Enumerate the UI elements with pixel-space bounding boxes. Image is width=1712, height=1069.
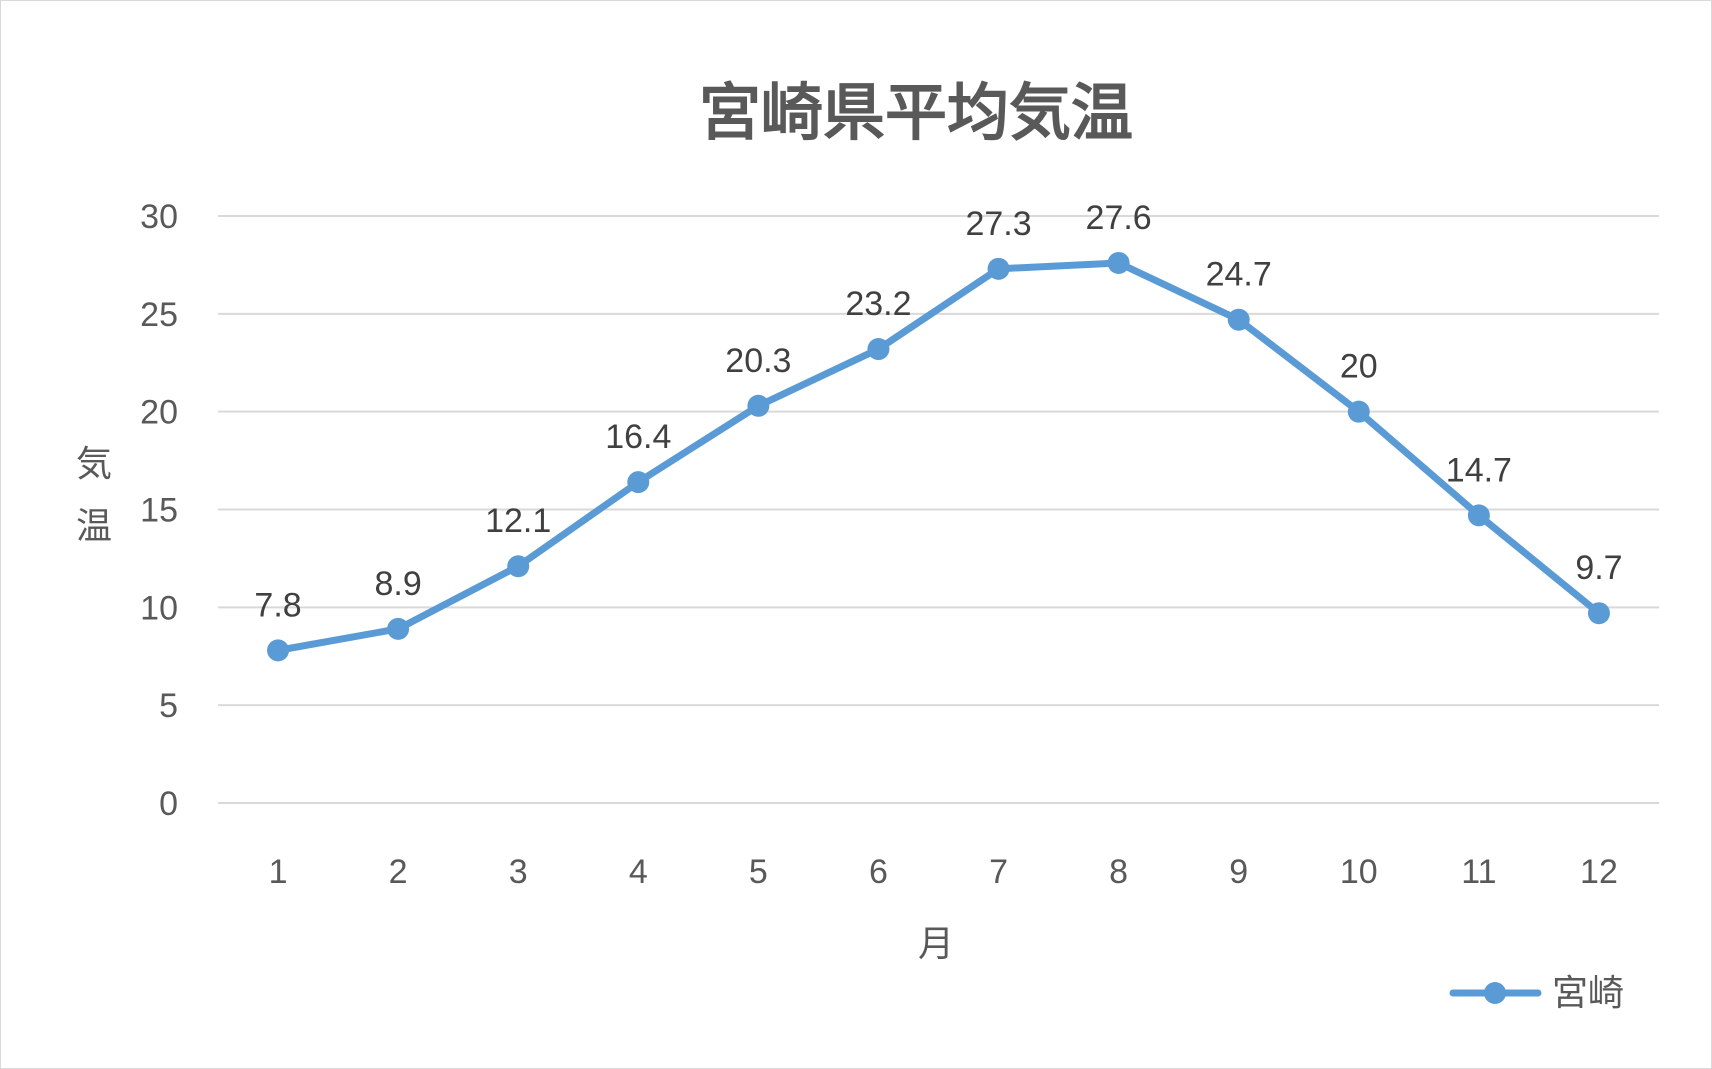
data-point[interactable] bbox=[987, 257, 1010, 280]
data-point[interactable] bbox=[1227, 308, 1250, 331]
y-tick-label: 0 bbox=[159, 785, 178, 823]
y-tick-label: 15 bbox=[140, 492, 178, 530]
y-axis-title-char: 温 bbox=[76, 506, 112, 547]
x-tick-label: 11 bbox=[1461, 853, 1496, 891]
legend-dot-marker bbox=[1484, 982, 1506, 1004]
data-label: 16.4 bbox=[605, 418, 671, 456]
data-label: 27.3 bbox=[965, 205, 1031, 243]
x-tick-label: 7 bbox=[989, 853, 1008, 891]
y-tick-label: 5 bbox=[159, 687, 178, 725]
data-point[interactable] bbox=[1107, 251, 1130, 274]
x-tick-labels: 1 2 3 4 5 6 7 8 9 10 11 12 bbox=[269, 853, 1618, 891]
data-point[interactable] bbox=[507, 555, 530, 578]
data-point[interactable] bbox=[867, 338, 890, 361]
data-label: 12.1 bbox=[485, 502, 551, 540]
data-label: 9.7 bbox=[1575, 549, 1622, 587]
data-point[interactable] bbox=[1587, 602, 1610, 625]
data-labels: 7.8 8.9 12.1 16.4 20.3 23.2 27.3 27.6 24.7 20 14.7… bbox=[254, 199, 1622, 624]
x-tick-label: 1 bbox=[269, 853, 288, 891]
y-tick-label: 30 bbox=[140, 198, 178, 236]
data-label: 14.7 bbox=[1446, 451, 1512, 489]
y-tick-labels: 0 5 10 15 20 25 30 bbox=[140, 198, 178, 823]
x-tick-label: 8 bbox=[1109, 853, 1128, 891]
data-label: 23.2 bbox=[845, 285, 911, 323]
y-tick-label: 25 bbox=[140, 296, 178, 334]
x-tick-label: 3 bbox=[509, 853, 528, 891]
y-axis-title: 気温 bbox=[76, 444, 112, 547]
series-layer bbox=[267, 251, 1610, 662]
x-tick-label: 10 bbox=[1340, 853, 1378, 891]
x-tick-label: 4 bbox=[629, 853, 648, 891]
legend-label: 宮崎 bbox=[1552, 973, 1624, 1014]
x-tick-label: 12 bbox=[1580, 853, 1618, 891]
gridlines bbox=[218, 215, 1659, 804]
x-tick-label: 6 bbox=[869, 853, 888, 891]
y-axis-title-char: 気 bbox=[76, 444, 112, 485]
series-line bbox=[274, 259, 1603, 654]
chart-title: 宮崎県平均気温 bbox=[699, 76, 1133, 149]
x-axis-title: 月 bbox=[918, 924, 954, 965]
data-point[interactable] bbox=[1467, 504, 1490, 527]
x-tick-label: 2 bbox=[389, 853, 408, 891]
data-label: 24.7 bbox=[1206, 256, 1272, 294]
data-point[interactable] bbox=[1347, 400, 1370, 423]
y-tick-label: 20 bbox=[140, 394, 178, 432]
data-label: 20.3 bbox=[725, 342, 791, 380]
y-tick-label: 10 bbox=[140, 589, 178, 627]
data-point[interactable] bbox=[267, 639, 290, 662]
data-label: 20 bbox=[1340, 348, 1378, 386]
x-tick-label: 5 bbox=[749, 853, 768, 891]
legend[interactable]: 宮崎 bbox=[1449, 973, 1624, 1014]
data-label: 27.6 bbox=[1086, 199, 1152, 237]
data-label: 7.8 bbox=[254, 586, 301, 624]
data-point[interactable] bbox=[627, 471, 650, 494]
data-point[interactable] bbox=[747, 394, 770, 417]
x-tick-label: 9 bbox=[1229, 853, 1248, 891]
data-label: 8.9 bbox=[374, 565, 421, 603]
data-point[interactable] bbox=[387, 617, 410, 640]
